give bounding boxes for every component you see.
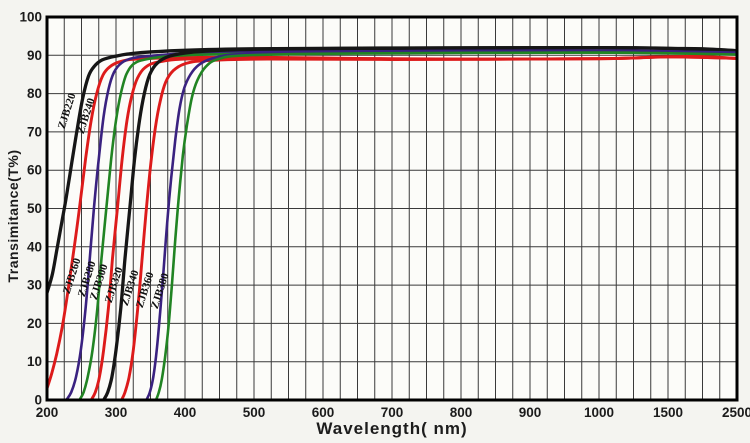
y-tick-10: 10 bbox=[27, 354, 42, 369]
curve-zjb360 bbox=[145, 49, 737, 401]
y-tick-100: 100 bbox=[19, 10, 42, 25]
plot-border bbox=[45, 15, 739, 402]
y-tick-80: 80 bbox=[27, 86, 42, 101]
y-tick-0: 0 bbox=[34, 393, 42, 408]
x-tick-300: 300 bbox=[105, 405, 128, 420]
x-tick-600: 600 bbox=[312, 405, 335, 420]
x-tick-400: 400 bbox=[174, 405, 197, 420]
grid bbox=[47, 17, 737, 400]
x-tick-500: 500 bbox=[243, 405, 266, 420]
curves bbox=[47, 45, 737, 401]
x-tick-700: 700 bbox=[381, 405, 404, 420]
y-tick-50: 50 bbox=[27, 201, 42, 216]
x-tick-1000: 1000 bbox=[584, 405, 614, 420]
curve-zjb340 bbox=[120, 55, 737, 401]
y-tick-40: 40 bbox=[27, 239, 42, 254]
curve-zjb320 bbox=[101, 45, 737, 401]
y-axis-title: Transimitance(T%) bbox=[5, 149, 21, 283]
y-tick-90: 90 bbox=[27, 48, 42, 63]
y-tick-30: 30 bbox=[27, 278, 42, 293]
x-axis-title: Wavelength( nm) bbox=[316, 419, 468, 438]
x-tick-2500: 2500 bbox=[722, 405, 750, 420]
x-tick-1500: 1500 bbox=[653, 405, 683, 420]
y-tick-20: 20 bbox=[27, 316, 42, 331]
y-tick-60: 60 bbox=[27, 163, 42, 178]
x-tick-900: 900 bbox=[519, 405, 542, 420]
y-tick-70: 70 bbox=[27, 124, 42, 139]
x-tick-200: 200 bbox=[36, 405, 59, 420]
curve-zjb380 bbox=[154, 51, 737, 401]
x-tick-800: 800 bbox=[450, 405, 473, 420]
